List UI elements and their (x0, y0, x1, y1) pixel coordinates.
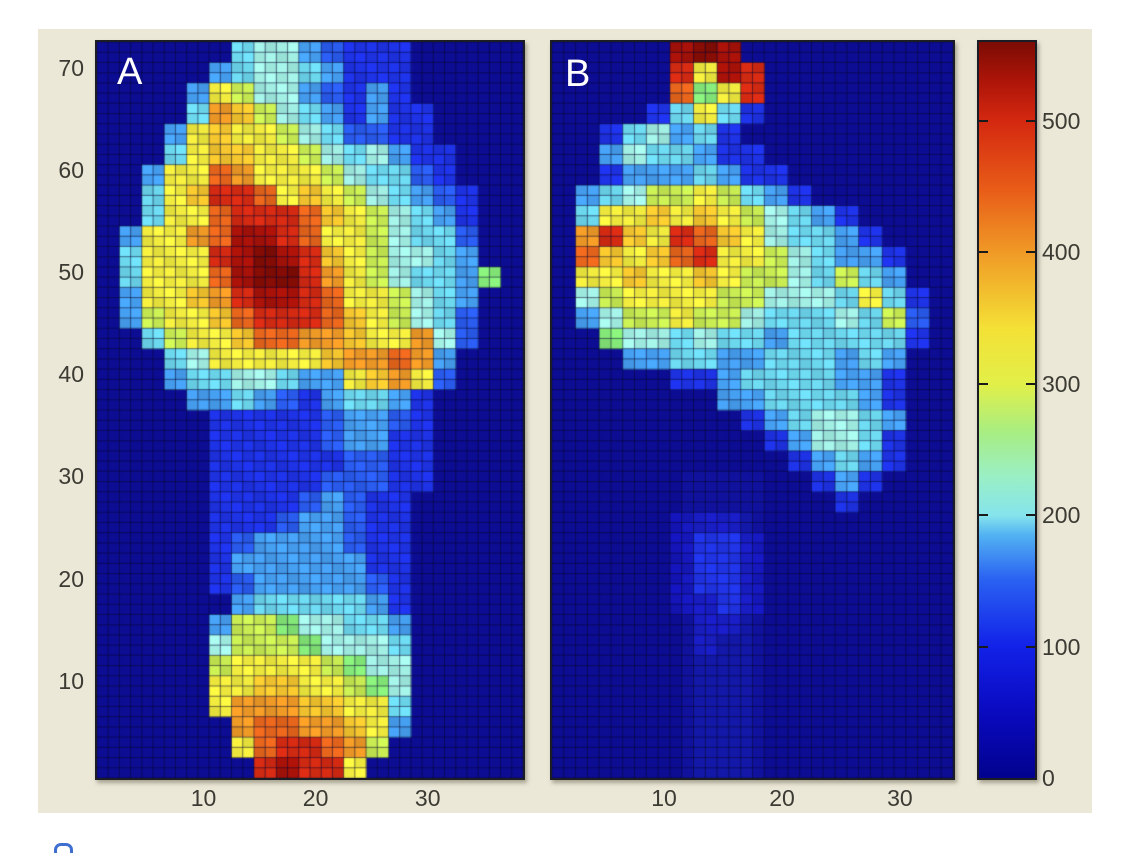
x-axis-tick-label: 20 (769, 785, 795, 811)
colorbar-tick-mark (1026, 645, 1035, 648)
colorbar-tick-mark (979, 251, 988, 254)
x-axis-tick-label: 10 (190, 785, 217, 811)
colorbar-tick-mark (979, 382, 988, 385)
colorbar-tick-label: 400 (1042, 239, 1081, 266)
y-axis-tick-label: 40 (58, 361, 84, 388)
colorbar-tick-mark (1026, 119, 1035, 122)
y-axis-tick-label: 30 (58, 463, 84, 490)
colorbar-tick-mark (979, 514, 988, 517)
panel-a-heatmap (95, 40, 525, 780)
y-axis-tick-label: 70 (58, 54, 84, 81)
colorbar (977, 40, 1037, 780)
panel-b-heatmap (550, 40, 955, 780)
colorbar-tick-label: 0 (1042, 765, 1055, 791)
colorbar-tick-label: 500 (1042, 107, 1081, 134)
colorbar-tick-mark (1026, 251, 1035, 254)
panel-b-label: B (565, 53, 592, 95)
colorbar-tick-mark (1026, 514, 1035, 517)
x-axis-tick-label: 30 (414, 785, 441, 811)
x-axis-tick-label: 30 (887, 785, 913, 811)
colorbar-tick-label: 100 (1042, 633, 1081, 660)
colorbar-tick-label: 300 (1042, 370, 1081, 397)
colorbar-tick-mark (979, 119, 988, 122)
colorbar-tick-mark (1026, 382, 1035, 385)
x-axis-tick-label: 10 (651, 785, 677, 811)
y-axis-tick-label: 20 (58, 565, 84, 592)
colorbar-tick-label: 200 (1042, 502, 1081, 529)
y-axis-tick-label: 60 (58, 156, 84, 183)
panel-a-label: A (117, 51, 144, 93)
cropped-caption-artifact (54, 843, 73, 853)
colorbar-tick-mark (979, 645, 988, 648)
y-axis-tick-label: 50 (58, 259, 84, 285)
x-axis-tick-label: 20 (302, 785, 329, 811)
y-axis-tick-label: 10 (58, 667, 84, 694)
